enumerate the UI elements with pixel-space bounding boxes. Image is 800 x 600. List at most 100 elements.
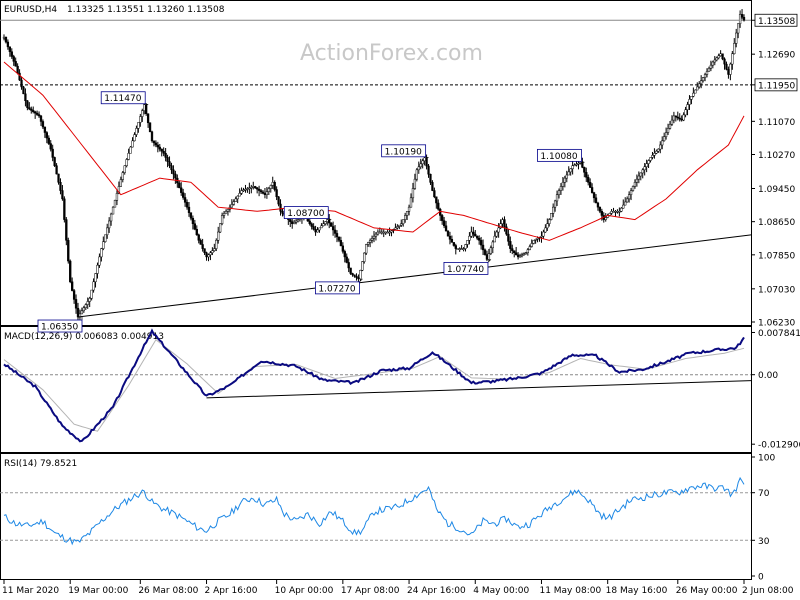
candle-body	[125, 159, 128, 166]
candle-body	[493, 235, 496, 243]
candle-body	[135, 128, 138, 135]
candle-body	[22, 86, 25, 95]
candle-body	[324, 221, 327, 224]
candle-body	[121, 172, 124, 180]
candle-body	[649, 157, 652, 161]
x-axis-label: 4 May 00:00	[473, 586, 529, 596]
price-layer: 1.11470 1.10190 1.10080 1.08700 1.07740 1.072…	[0, 9, 798, 333]
candle-body	[659, 144, 662, 150]
annotation-box	[100, 91, 146, 105]
candle-body	[4, 36, 8, 43]
candle-body	[39, 115, 43, 122]
candle-body	[279, 203, 282, 212]
candle-body	[466, 240, 469, 245]
candle-body	[721, 53, 724, 60]
candle-body	[711, 61, 714, 66]
candle-body	[259, 190, 263, 193]
macd-panel-frame	[0, 326, 752, 453]
candle-body	[497, 227, 500, 233]
candle-body	[384, 231, 387, 234]
candle-body	[552, 206, 555, 214]
candle-body	[590, 187, 594, 193]
candle-body	[400, 223, 403, 226]
candle-body	[622, 204, 625, 209]
candle-body	[585, 172, 588, 178]
x-axis-label: 18 May 16:00	[606, 586, 668, 596]
candle-body	[454, 245, 457, 249]
candle-body	[478, 238, 481, 241]
watermark: ActionForex.com	[300, 41, 483, 66]
candle-body	[567, 171, 570, 176]
candle-body	[481, 244, 485, 251]
annotation-box	[283, 206, 329, 219]
x-axis-label: 19 Mar 00:00	[68, 586, 128, 596]
candle-body	[729, 63, 732, 75]
x-axis-label: 11 Mar 2020	[2, 586, 59, 596]
candle-body	[6, 41, 10, 48]
candle-body	[131, 140, 134, 148]
candle-body	[104, 234, 107, 242]
candle-body	[405, 211, 409, 216]
candle-body	[374, 233, 378, 237]
candle-body	[559, 186, 563, 191]
candle-body	[322, 223, 325, 227]
candle-body	[587, 177, 590, 183]
candle-body	[185, 202, 189, 208]
annotation-pointer	[425, 156, 429, 159]
candle-body	[637, 175, 640, 180]
candle-body	[483, 249, 487, 255]
candle-body	[694, 89, 697, 94]
price-axis-label: 1.06230	[758, 319, 795, 329]
price-axis-label: 1.08650	[758, 218, 795, 228]
annotation-box	[315, 281, 360, 295]
candle-body	[20, 79, 23, 88]
candle-body	[678, 117, 681, 120]
candle-body	[248, 187, 251, 190]
candle-body	[715, 57, 718, 61]
candle-body	[261, 191, 265, 194]
candle-body	[532, 240, 535, 244]
candle-body	[404, 215, 407, 220]
candle-body	[645, 163, 648, 167]
candle-body	[705, 71, 709, 75]
annotation-label: 1.06350	[41, 323, 78, 333]
macd-layer: 0.007841 0.00 -0.012906	[0, 328, 800, 451]
annotation-pointer	[328, 218, 332, 220]
macd-axis-label: 0.007841	[758, 329, 800, 339]
candle-body	[565, 174, 568, 179]
candle-body	[47, 137, 50, 144]
candle-body	[205, 252, 208, 258]
candle-body	[569, 168, 572, 173]
candle-body	[433, 190, 436, 198]
candle-body	[365, 244, 368, 254]
candle-body	[684, 109, 687, 116]
candle-body	[170, 165, 173, 171]
candle-body	[320, 225, 323, 229]
candle-body	[166, 157, 169, 162]
candle-body	[129, 146, 132, 154]
candle-body	[592, 192, 596, 199]
candle-body	[10, 51, 13, 57]
candle-body	[528, 246, 531, 250]
candle-body	[491, 241, 494, 249]
candle-body	[224, 211, 228, 214]
candle-body	[96, 264, 99, 274]
candle-body	[158, 146, 161, 150]
candle-body	[37, 114, 41, 117]
candle-body	[682, 114, 685, 121]
candle-body	[234, 198, 237, 202]
candle-body	[109, 213, 113, 222]
rsi-panel-frame	[0, 453, 752, 580]
candle-body	[217, 231, 220, 241]
moving-average-line	[3, 61, 745, 241]
candle-body	[727, 69, 730, 75]
candle-body	[489, 247, 492, 254]
candle-body	[540, 235, 543, 238]
candle-body	[51, 148, 54, 158]
candle-body	[271, 182, 274, 186]
candle-body	[731, 53, 734, 65]
candle-body	[168, 161, 171, 166]
candle-body	[520, 254, 524, 257]
candle-body	[503, 219, 506, 228]
annotation-label: 1.07740	[447, 265, 484, 275]
